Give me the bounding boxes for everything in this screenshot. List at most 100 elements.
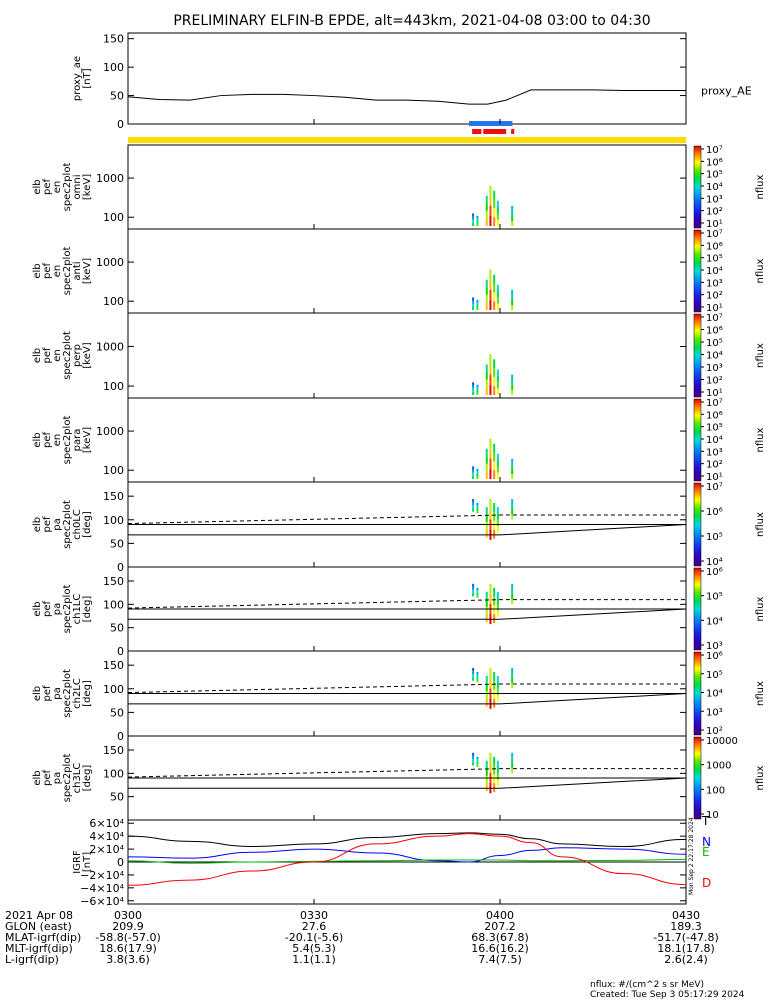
spectral-cell (496, 591, 499, 599)
spectral-cell (485, 599, 488, 607)
spectral-cell (485, 372, 488, 380)
xaxis-row-label: MLAT-igrf(dip) (5, 931, 81, 944)
ytick-label: 50 (110, 791, 124, 804)
spectral-cell (485, 364, 488, 373)
panel-spec2plot_ch3LC: elb pef pa spec2plot ch3LC [deg] 50 100 150 10 100… (32, 735, 766, 821)
colorbar (693, 567, 702, 651)
ylabel-line: pa (52, 518, 63, 530)
ytick-label: 50 (110, 622, 124, 635)
spectral-cell (511, 583, 514, 589)
colorbar-tick-label: 10⁵ (706, 592, 723, 603)
spectral-cell (472, 469, 475, 473)
spectral-cell (485, 522, 488, 530)
spectral-cell (485, 514, 488, 523)
spectral-cell (485, 614, 488, 623)
spectral-cell (489, 279, 492, 290)
ytick-label: 6×10⁴ (89, 817, 124, 830)
spectral-cell (476, 674, 479, 678)
spectral-cell (493, 596, 496, 606)
spectral-cell (472, 505, 475, 509)
xaxis-row-value: 18.6(17.9) (99, 942, 157, 955)
anti-loss-cone-line (127, 599, 686, 609)
ylabel-line: pef (42, 432, 53, 449)
proxy-ae-line (127, 89, 686, 105)
ylabel-line: [keV] (82, 174, 93, 200)
spectral-cell (511, 304, 514, 310)
spectral-cell (493, 503, 496, 512)
colorbar-tick-label: 10¹ (706, 219, 723, 230)
spectral-cell (493, 283, 496, 293)
spectral-cell (489, 762, 492, 773)
spectral-cell (496, 382, 499, 389)
ytick-label: 100 (103, 380, 124, 393)
colorbar-tick-label: 10² (706, 460, 723, 471)
ylabel-line: pef (42, 770, 53, 787)
xaxis-row-label: L-igrf(dip) (5, 953, 59, 966)
spectral-cell (476, 468, 479, 472)
colorbar-tick-label: 10⁵ (706, 254, 723, 265)
spectral-cell (485, 210, 488, 219)
panel-frame (127, 228, 687, 314)
spectral-cell (476, 587, 479, 591)
colorbar (693, 145, 702, 229)
xaxis-row-value: -51.7(-47.8) (653, 931, 719, 944)
xaxis-row-label: GLON (east) (5, 920, 72, 933)
spectral-cell (485, 783, 488, 792)
spectral-cell (496, 466, 499, 473)
spectral-cell (511, 588, 514, 594)
ytick-label: 150 (103, 575, 124, 588)
spectral-cell (485, 507, 488, 515)
loss-cone-line (128, 524, 687, 536)
spectral-cell (485, 294, 488, 303)
spectral-cell (476, 220, 479, 224)
spectral-cell (493, 587, 496, 597)
igrf-series-D (127, 833, 687, 886)
spectral-cell (496, 219, 499, 226)
xaxis-row-value: 68.3(67.8) (471, 931, 529, 944)
spectral-cell (472, 759, 475, 763)
spectral-cell (476, 764, 479, 767)
spectral-cell (476, 473, 479, 477)
spectral-cell (472, 593, 475, 597)
colorbar-tick-label: 10⁶ (706, 157, 723, 168)
xaxis-row-value: 0430 (672, 909, 700, 922)
colorbar-tick-label: 10² (706, 376, 723, 387)
spectral-cell (511, 289, 514, 295)
spectral-cell (511, 379, 514, 385)
spectral-cell (511, 668, 514, 674)
colorbar-tick-label: 10² (706, 726, 723, 737)
red-marker (511, 129, 515, 134)
ylabel-line: en (52, 181, 63, 194)
xaxis-row-value: 0300 (114, 909, 142, 922)
colorbar-tick-label: 10⁵ (706, 423, 723, 434)
colorbar-tick-label: 10⁴ (706, 616, 723, 627)
ylabel-line: pef (42, 347, 53, 364)
spectral-cell (493, 756, 496, 766)
spectral-cell (476, 384, 479, 388)
status-strip (128, 121, 686, 143)
colorbar-tick-label: 10⁶ (706, 651, 723, 662)
spectral-cell (472, 213, 475, 217)
spectral-cell (496, 284, 499, 292)
ytick-label: 50 (110, 706, 124, 719)
spectral-cell (485, 448, 488, 457)
ytick-label: 150 (103, 744, 124, 757)
ylabel-line: spec2plot (62, 163, 73, 212)
spectral-cell (493, 386, 496, 395)
spectral-cell (493, 443, 496, 453)
panel-frame (127, 32, 687, 125)
spectral-cell (511, 514, 514, 520)
ylabel-line: [deg] (82, 596, 93, 623)
spectral-cell (472, 508, 475, 512)
spectral-cell (511, 458, 514, 464)
panel-IGRF: IGRF [nT] −6×10⁴−4×10⁴−2×10⁴02×10⁴4×10⁴6×1… (72, 814, 711, 908)
spectral-cell (476, 761, 479, 765)
spectral-cell (489, 364, 492, 375)
ytick-label: −4×10⁴ (80, 882, 124, 895)
colorbar-tick-label: 10⁵ (706, 170, 723, 181)
igrf-series-N (127, 847, 687, 863)
spectral-cell (476, 508, 479, 511)
spectral-cell (496, 303, 499, 310)
spectral-cell (511, 473, 514, 479)
xaxis-row-value: 0400 (486, 909, 514, 922)
